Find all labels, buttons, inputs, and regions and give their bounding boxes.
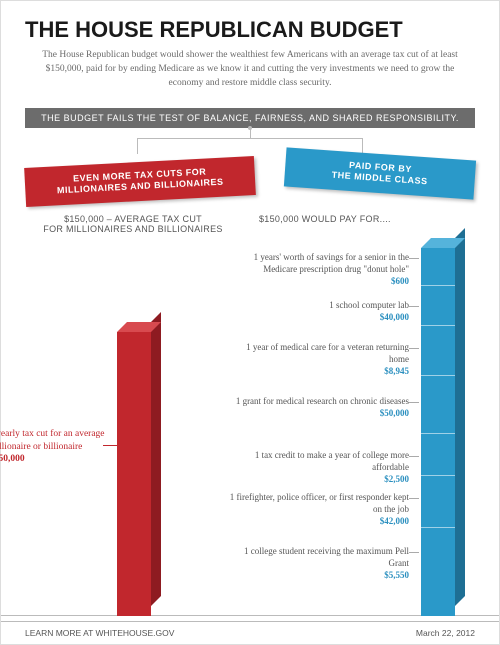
banner-tax-cuts: EVEN MORE TAX CUTS FORMILLIONAIRES AND B… xyxy=(24,156,256,206)
banner-middle-class: PAID FOR BYTHE MIDDLE CLASS xyxy=(284,148,476,200)
right-column-head: $150,000 WOULD PAY FOR.... xyxy=(259,214,475,234)
left-column-head: $150,000 – AVERAGE TAX CUTFOR MILLIONAIR… xyxy=(25,214,241,234)
footer: LEARN MORE AT WHITEHOUSE.GOV March 22, 2… xyxy=(1,621,499,644)
page-subtitle: The House Republican budget would shower… xyxy=(25,49,475,90)
footer-right: March 22, 2012 xyxy=(416,628,475,638)
blue-item: 1 grant for medical research on chronic … xyxy=(229,396,409,419)
comparison-chart: 1 yearly tax cut for an average milliona… xyxy=(25,238,475,616)
fail-bar: THE BUDGET FAILS THE TEST OF BALANCE, FA… xyxy=(25,108,475,128)
red-bar-label: 1 yearly tax cut for an average milliona… xyxy=(0,428,109,466)
blue-item: 1 college student receiving the maximum … xyxy=(229,546,409,581)
blue-item: 1 years' worth of savings for a senior i… xyxy=(229,252,409,287)
blue-item: 1 firefighter, police officer, or first … xyxy=(229,492,409,527)
blue-item: 1 school computer lab$40,000 xyxy=(229,300,409,323)
connector-lines xyxy=(25,128,475,154)
blue-item: 1 year of medical care for a veteran ret… xyxy=(229,342,409,377)
banners: EVEN MORE TAX CUTS FORMILLIONAIRES AND B… xyxy=(25,154,475,200)
page-title: THE HOUSE REPUBLICAN BUDGET xyxy=(25,17,475,43)
blue-item: 1 tax credit to make a year of college m… xyxy=(229,450,409,485)
footer-left: LEARN MORE AT WHITEHOUSE.GOV xyxy=(25,628,174,638)
